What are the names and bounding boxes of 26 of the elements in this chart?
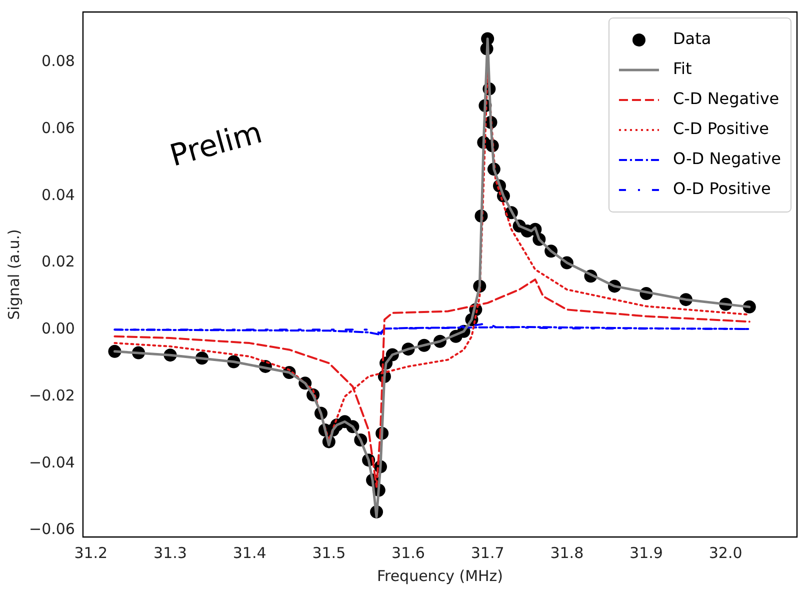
x-tick-label: 31.4 [232,544,266,562]
legend-label: O-D Positive [672,179,771,198]
y-tick-label: 0.06 [42,118,75,137]
legend-label: O-D Negative [672,149,782,168]
x-tick-label: 31.7 [470,544,504,562]
legend-label: Data [672,29,712,48]
x-axis-title: Frequency (MHz) [376,566,504,585]
legend-label: Fit [672,59,692,78]
y-axis-title: Signal (a.u.) [4,229,23,320]
y-tick-label: 0.00 [42,320,75,338]
x-tick-label: 32.0 [708,544,742,562]
x-tick-label: 31.8 [550,544,584,562]
x-tick-label: 31.2 [74,544,108,562]
x-tick-label: 31.3 [154,544,187,562]
x-tick-label: 31.9 [630,544,663,562]
y-tick-label: −0.04 [29,453,75,472]
x-tick-label: 31.6 [392,544,425,562]
legend-label: C-D Negative [672,89,780,108]
annotation: Prelim [166,115,266,174]
y-tick-label: −0.06 [29,520,75,538]
y-tick-label: 0.08 [42,52,75,70]
legend-label: C-D Positive [672,119,770,138]
y-tick-label: 0.04 [42,186,75,204]
y-tick-label: −0.02 [29,386,75,404]
x-tick-label: 31.5 [312,544,346,562]
y-tick-label: 0.02 [42,252,75,271]
